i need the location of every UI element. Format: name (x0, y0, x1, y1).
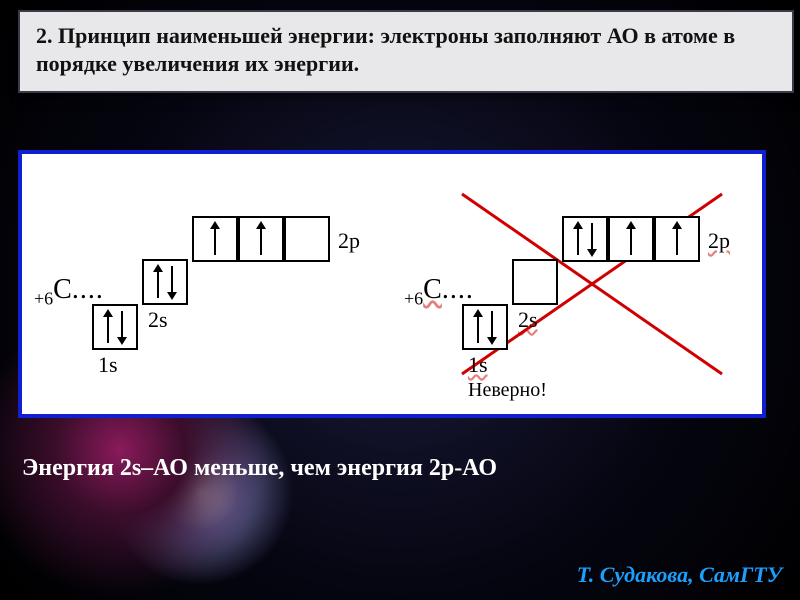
electron-arrow-down (491, 311, 493, 343)
wrong-label: Неверно! (468, 379, 547, 402)
principle-title: 2. Принцип наименьшей энергии: электроны… (18, 10, 794, 93)
electron-arrow-up (214, 223, 216, 255)
electron-arrow-up (477, 311, 479, 343)
orbital-cell-1s (462, 304, 508, 350)
electron-arrow-up (157, 266, 159, 298)
orbital-label-1s: 1s (98, 352, 118, 378)
correct-diagram: +6C....1s2s2p (22, 154, 392, 414)
energy-comparison-note: Энергия 2s–АО меньше, чем энергия 2p-АО (22, 455, 497, 482)
orbital-cell-1s (92, 304, 138, 350)
electron-arrow-down (171, 266, 173, 298)
orbital-label-2s: 2s (148, 307, 168, 333)
cross-out-icon (452, 184, 732, 384)
orbital-label-2s: 2s (518, 307, 538, 333)
orbital-label-2p: 2p (708, 228, 730, 254)
orbital-label-1s: 1s (468, 352, 488, 378)
electron-arrow-up (577, 223, 579, 255)
orbital-label-2p: 2p (338, 228, 360, 254)
orbital-cell-2p (284, 216, 330, 262)
orbital-diagram-box: +6C....1s2s2p +6C....1s2s2pНеверно! (18, 150, 766, 418)
author-credit: Т. Судакова, СамГТУ (577, 562, 782, 588)
orbital-cell-2s (512, 259, 558, 305)
orbital-cell-2p (562, 216, 608, 262)
electron-arrow-up (630, 223, 632, 255)
electron-arrow-up (107, 311, 109, 343)
electron-arrow-down (121, 311, 123, 343)
incorrect-diagram: +6C....1s2s2pНеверно! (392, 154, 762, 414)
orbital-cell-2s (142, 259, 188, 305)
electron-arrow-up (260, 223, 262, 255)
electron-arrow-up (676, 223, 678, 255)
electron-arrow-down (591, 223, 593, 255)
